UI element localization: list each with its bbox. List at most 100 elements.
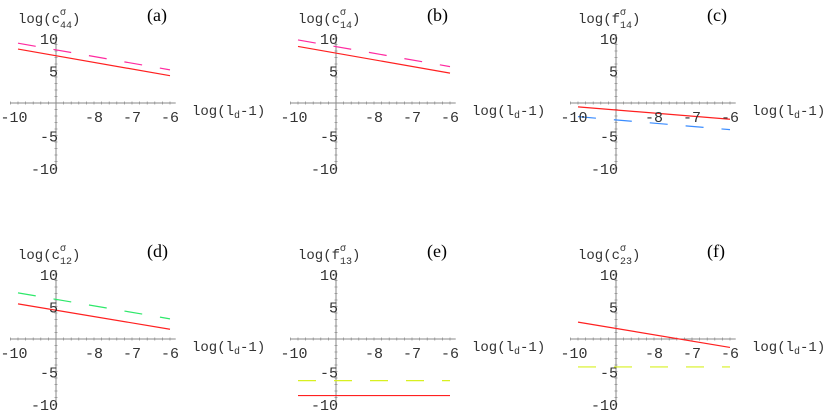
panel-letter: (e) [427,241,447,262]
y-tick-label: 10 [40,268,58,285]
y-axis-label: log(fσ 13) [298,244,360,268]
x-tick-label: -10 [280,110,307,127]
solid-series-line [577,106,731,120]
x-label-sub: d [234,110,240,122]
panel-d: -10 -8 -7 -6 10 5 -5 -10 log(cσ 12) (d) log(ld-1) [0,241,265,415]
y-tick-label: 10 [600,268,618,285]
dashed-series-line [297,39,451,68]
dashed-series-line [17,42,171,71]
y-tick-label: 5 [609,301,618,318]
panel-letter: (d) [147,241,168,262]
x-tick-label: -6 [441,110,459,127]
x-tick-label: -6 [721,346,739,363]
y-label-sub: 44 [60,21,72,32]
y-label-sup: σ [340,244,346,255]
y-tick-label: 5 [49,65,58,82]
x-tick-label: -6 [441,346,459,363]
x-axis-label: log(ld-1) [752,340,825,358]
x-tick-label: -10 [560,110,587,127]
x-tick-label: -7 [403,110,421,127]
solid-series-line [17,48,171,77]
x-tick-label: -10 [560,346,587,363]
x-label-base: log(l [752,340,794,356]
y-label-sub: 23 [620,257,632,268]
y-axis-label: log(cσ 14) [298,8,360,32]
y-tick-label: -5 [600,366,618,383]
x-label-rest: -1) [240,104,265,120]
x-tick-label: -10 [0,346,27,363]
x-tick-label: -7 [403,346,421,363]
panel-a: -10 -8 -7 -6 10 5 -5 -10 log(cσ 44) (a) log(ld-1) [0,5,265,179]
x-tick-label: -8 [645,346,663,363]
x-tick-label: -6 [161,346,179,363]
panel-f: -10 -8 -7 -6 10 5 -5 -10 log(cσ 23) (f) log(ld-1) [560,241,825,415]
panel-c: -10 -8 -7 -6 10 5 -5 -10 log(fσ 14) (c) log(ld-1) [560,5,825,179]
y-label-sub: 14 [620,21,632,32]
y-label-close: ) [632,12,640,28]
x-tick-label: -7 [123,346,141,363]
panel-letter: (f) [707,241,725,262]
x-tick-label: -8 [85,346,103,363]
x-label-base: log(l [472,340,514,356]
solid-series-line [577,321,731,349]
x-tick-label: -8 [85,110,103,127]
x-axis-label: log(ld-1) [192,340,265,358]
x-label-rest: -1) [800,340,825,356]
x-label-sub: d [794,346,800,358]
y-tick-label: 5 [329,65,338,82]
y-label-base: log(c [18,248,60,264]
panel-b: -10 -8 -7 -6 10 5 -5 -10 log(cσ 14) (b) log(ld-1) [280,5,545,179]
x-tick-label: -10 [280,346,307,363]
y-label-sub: 12 [60,257,72,268]
x-axis-label: log(ld-1) [472,104,545,122]
x-tick-label: -8 [365,346,383,363]
y-label-base: log(f [578,12,620,28]
y-tick-label: -5 [320,130,338,147]
y-tick-label: -5 [40,366,58,383]
y-label-base: log(c [298,12,340,28]
y-tick-label: 5 [49,301,58,318]
y-tick-label: -10 [591,398,618,415]
y-label-base: log(f [298,248,340,264]
x-axis-label: log(ld-1) [192,104,265,122]
y-tick-label: 10 [320,268,338,285]
y-label-close: ) [72,248,80,264]
x-tick-label: -7 [683,110,701,127]
panel-e: -10 -8 -7 -6 10 5 -5 -10 log(fσ 13) (e) log(ld-1) [280,241,545,415]
panel-letter: (b) [427,5,448,26]
x-tick-label: -8 [365,110,383,127]
y-tick-label: -5 [40,130,58,147]
y-label-sup: σ [620,244,626,255]
x-label-base: log(l [192,104,234,120]
y-label-sub: 13 [340,257,352,268]
x-axis-label: log(ld-1) [752,104,825,122]
y-tick-label: -5 [320,366,338,383]
y-label-close: ) [352,248,360,264]
y-tick-label: -5 [600,130,618,147]
y-label-sup: σ [620,8,626,19]
x-label-sub: d [514,110,520,122]
y-label-sup: σ [60,8,66,19]
x-label-base: log(l [752,104,794,120]
x-label-rest: -1) [240,340,265,356]
dashed-series-line [577,116,731,131]
y-tick-label: -10 [591,162,618,179]
solid-series-line [297,45,451,74]
y-tick-label: 10 [40,32,58,49]
x-tick-label: -7 [123,110,141,127]
y-tick-label: 10 [600,32,618,49]
y-axis-label: log(cσ 12) [18,244,80,268]
y-label-sup: σ [340,8,346,19]
y-tick-label: 5 [329,301,338,318]
x-label-sub: d [234,346,240,358]
y-tick-label: 10 [320,32,338,49]
x-tick-label: -6 [721,110,739,127]
panel-letter: (c) [707,5,727,26]
y-axis-label: log(cσ 44) [18,8,80,32]
x-tick-label: -6 [161,110,179,127]
x-label-sub: d [514,346,520,358]
x-label-rest: -1) [520,340,545,356]
x-tick-label: -10 [0,110,27,127]
y-tick-label: -10 [311,398,338,415]
x-label-base: log(l [192,340,234,356]
